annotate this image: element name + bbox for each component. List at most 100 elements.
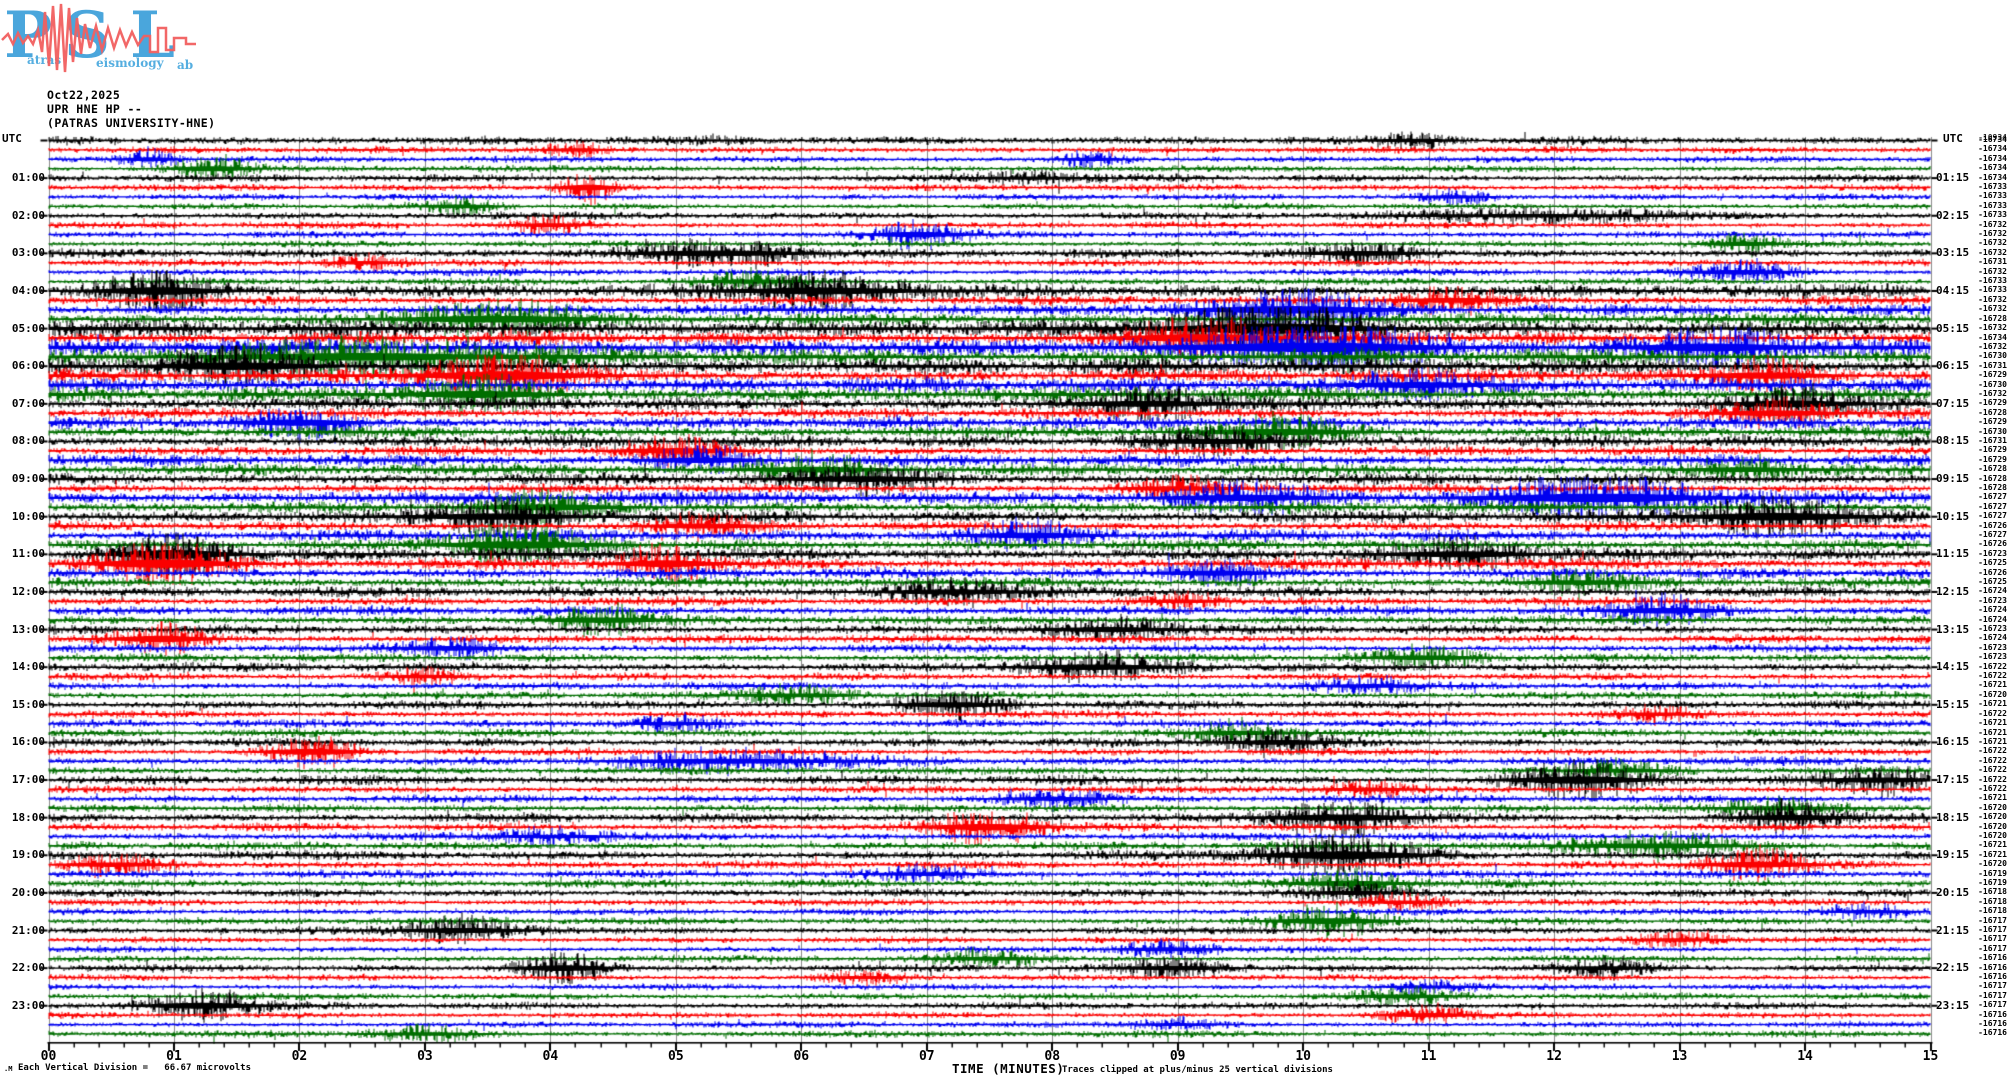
- trace-offset-value: -16721: [1978, 718, 2007, 728]
- trace-offset-value: -16732: [1978, 229, 2007, 239]
- trace-offset-value: -16731: [1978, 435, 2007, 445]
- right-time-label: 20:15: [1936, 885, 1970, 899]
- hour-label: 08:00: [11, 434, 45, 448]
- trace-offset-value: -16723: [1978, 595, 2007, 605]
- right-time-label: 03:15: [1936, 246, 1970, 260]
- right-time-label: 11:15: [1936, 547, 1970, 561]
- right-time-label: 15:15: [1936, 697, 1970, 711]
- hour-label: 11:00: [11, 547, 45, 561]
- right-time-label: 05:15: [1936, 321, 1970, 335]
- x-tick-label: 00: [40, 1048, 57, 1064]
- x-tick-label: 07: [918, 1048, 935, 1064]
- trace-offset-value: -16720: [1978, 812, 2007, 822]
- hour-label: 12:00: [11, 584, 45, 598]
- trace-offset-value: -16724: [1978, 586, 2007, 596]
- trace-offset-value: -16734: [1978, 144, 2007, 154]
- trace-offset-value: -16717: [1978, 925, 2007, 935]
- scale-note: Each Vertical Division = 66.67 microvolt…: [18, 1063, 251, 1073]
- trace-offset-value: -16725: [1978, 577, 2007, 587]
- trace-offset-value: -16723: [1978, 624, 2007, 634]
- logo-seismic-squiggle-icon: [1, 3, 196, 73]
- right-time-label: 04:15: [1936, 283, 1970, 297]
- hour-label: 02:00: [11, 208, 45, 222]
- trace-offset-value: -16722: [1978, 671, 2007, 681]
- x-tick-label: 09: [1169, 1048, 1186, 1064]
- trace-offset-value: -16720: [1978, 689, 2007, 699]
- trace-offset-value: -16722: [1978, 765, 2007, 775]
- trace-offset-value: -16718: [1978, 906, 2007, 916]
- trace-offset-value: -16721: [1978, 793, 2007, 803]
- trace-offset-value: -16732: [1978, 219, 2007, 229]
- x-tick-label: 01: [166, 1048, 182, 1064]
- trace-offset-value: -16717: [1978, 981, 2007, 991]
- trace-offset-value: -16734: [1978, 172, 2007, 182]
- trace-offset-value: -16717: [1978, 990, 2007, 1000]
- trace-offset-value: -16731: [1978, 257, 2007, 267]
- trace-offset-value: -16726: [1978, 520, 2007, 530]
- trace-offset-value: -16719: [1978, 868, 2007, 878]
- trace-offset-value: -16721: [1978, 680, 2007, 690]
- trace-offset-value: -16721: [1978, 849, 2007, 859]
- trace-offset-value: -16720: [1978, 821, 2007, 831]
- trace-offset-value: -16733: [1978, 285, 2007, 295]
- trace-offset-value: -16732: [1978, 247, 2007, 257]
- trace-offset-value: -16716: [1978, 1009, 2007, 1019]
- trace-offset-value: -16722: [1978, 708, 2007, 718]
- x-tick-label: 04: [542, 1048, 559, 1064]
- utc-header-left: UTC: [2, 132, 22, 145]
- trace-offset-value: -16734: [1978, 153, 2007, 163]
- trace-offset-value: -16733: [1978, 200, 2007, 210]
- right-time-label: 06:15: [1936, 359, 1970, 373]
- trace-offset-value: -16729: [1978, 370, 2007, 380]
- right-time-label: 19:15: [1936, 848, 1970, 862]
- trace-offset-value: -16734: [1978, 135, 2007, 144]
- right-time-label: 14:15: [1936, 660, 1970, 674]
- trace-offset-value: -16719: [1978, 877, 2007, 887]
- hour-label: 01:00: [11, 171, 45, 185]
- x-tick-label: 10: [1295, 1048, 1311, 1064]
- trace-offset-value: -16730: [1978, 426, 2007, 436]
- x-tick-label: 05: [668, 1048, 684, 1064]
- x-axis-title: TIME (MINUTES): [952, 1061, 1065, 1076]
- trace-offset-value: -16732: [1978, 294, 2007, 304]
- trace-offset-value: -16716: [1978, 962, 2007, 972]
- hour-label: 23:00: [11, 998, 45, 1012]
- hour-label: 21:00: [11, 923, 45, 937]
- trace-offset-value: -16721: [1978, 840, 2007, 850]
- trace-offset-value: -16729: [1978, 445, 2007, 455]
- logo-word-eismology: eismology: [96, 56, 164, 70]
- utc-header-right: UTC: [1943, 132, 1963, 145]
- trace-offset-value: -16720: [1978, 859, 2007, 869]
- trace-offset-value: -16729: [1978, 398, 2007, 408]
- hour-label: 17:00: [11, 773, 45, 787]
- trace-offset-value: -16733: [1978, 276, 2007, 286]
- x-tick-label: 14: [1797, 1048, 1813, 1064]
- trace-offset-value: -16717: [1978, 915, 2007, 925]
- x-tick-label: 02: [291, 1048, 308, 1064]
- trace-offset-value: -16734: [1978, 163, 2007, 173]
- trace-offset-value: -16727: [1978, 501, 2007, 511]
- hour-label: 15:00: [11, 697, 45, 711]
- clipping-note: Traces clipped at plus/minus 25 vertical…: [1062, 1065, 1333, 1075]
- header-date: Oct22,2025: [47, 88, 121, 102]
- right-time-label: 01:15: [1936, 171, 1970, 185]
- right-time-label: 07:15: [1936, 396, 1970, 410]
- logo-word-atras: atras: [27, 53, 62, 67]
- trace-offset-value: -16722: [1978, 783, 2007, 793]
- trace-offset-value: -16724: [1978, 614, 2007, 624]
- trace-offset-value: -16722: [1978, 661, 2007, 671]
- psl-logo: P S L atras eismology ab: [0, 0, 200, 78]
- hour-label: 20:00: [11, 885, 45, 899]
- trace-offset-value: -16723: [1978, 642, 2007, 652]
- hour-label: 07:00: [11, 396, 45, 410]
- trace-offset-value: -16732: [1978, 341, 2007, 351]
- trace-offset-value: -16717: [1978, 943, 2007, 953]
- hour-label: 10:00: [11, 509, 45, 523]
- trace-offset-value: -16718: [1978, 887, 2007, 897]
- trace-offset-value: -16716: [1978, 1028, 2007, 1038]
- trace-offset-value: -16733: [1978, 182, 2007, 192]
- trace-offset-value: -16731: [1978, 360, 2007, 370]
- hour-label: 06:00: [11, 359, 45, 373]
- right-time-label: 02:15: [1936, 208, 1970, 222]
- hour-label: 22:00: [11, 961, 45, 975]
